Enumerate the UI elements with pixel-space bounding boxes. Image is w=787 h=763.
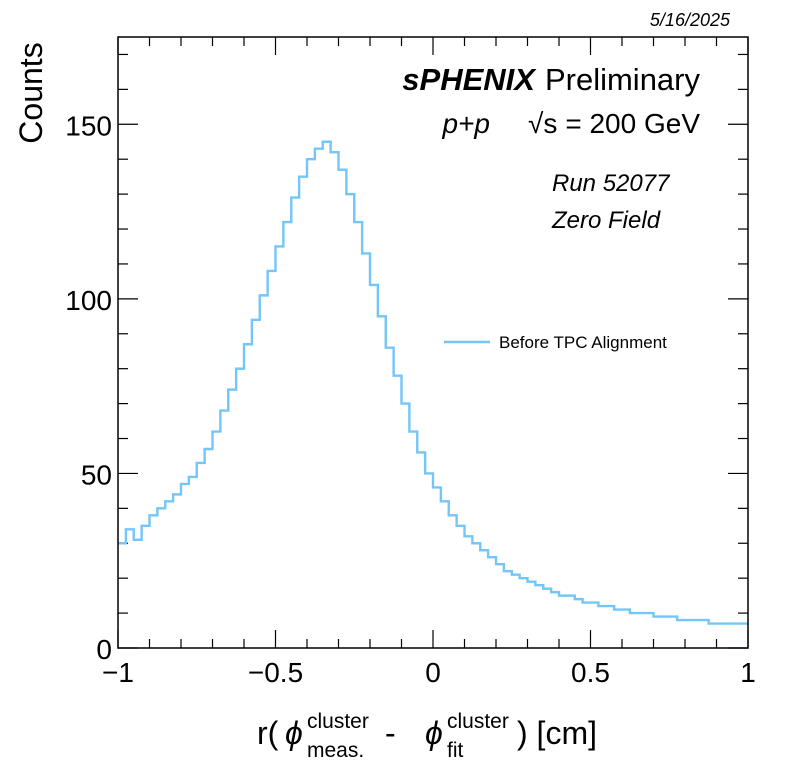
x-title-sub2: fit: [447, 739, 464, 762]
x-title-suffix: ) [cm]: [517, 715, 597, 751]
date-label: 5/16/2025: [650, 10, 731, 30]
x-tick-label: 1: [740, 657, 756, 688]
y-axis-title: Counts: [13, 42, 49, 143]
experiment-name: sPHENIX: [402, 62, 537, 97]
x-title-phi1: ϕ: [285, 715, 303, 751]
header-collision-line: p+p √s = 200 GeV: [441, 108, 700, 139]
x-tick-labels: −1 −0.5 0 0.5 1: [102, 657, 756, 688]
y-tick-label: 0: [96, 634, 112, 665]
status-text: Preliminary: [545, 62, 701, 97]
energy-value: = 200 GeV: [565, 108, 700, 139]
x-tick-label: 0.5: [571, 657, 610, 688]
x-title-prefix: r(: [257, 715, 279, 751]
x-title-sup2: cluster: [447, 710, 509, 733]
x-tick-label: −1: [102, 657, 134, 688]
x-title-phi2: ϕ: [425, 715, 443, 751]
legend-entry: Before TPC Alignment: [499, 333, 667, 352]
run-label: Run 52077: [552, 170, 671, 197]
y-tick-label: 100: [65, 285, 112, 316]
energy-symbol: √s: [528, 108, 557, 139]
x-title-sub1: meas.: [307, 739, 364, 762]
series-before-tpc-alignment: [118, 140, 748, 625]
x-axis-title: r( ϕ cluster meas. - ϕ cluster fit ) [cm…: [257, 710, 597, 762]
x-title-sup1: cluster: [307, 710, 369, 733]
x-tick-label: 0: [425, 657, 441, 688]
header-experiment-line: sPHENIX Preliminary: [402, 62, 700, 97]
plot-frame: [117, 36, 749, 649]
x-title-minus: -: [385, 715, 396, 751]
axis-ticks: [117, 37, 749, 649]
field-label: Zero Field: [551, 207, 661, 234]
x-tick-label: −0.5: [248, 657, 303, 688]
y-tick-labels: 0 50 100 150: [65, 110, 112, 665]
collision-text: p+p: [441, 108, 490, 139]
y-tick-label: 150: [65, 110, 112, 141]
y-tick-label: 50: [81, 459, 112, 490]
